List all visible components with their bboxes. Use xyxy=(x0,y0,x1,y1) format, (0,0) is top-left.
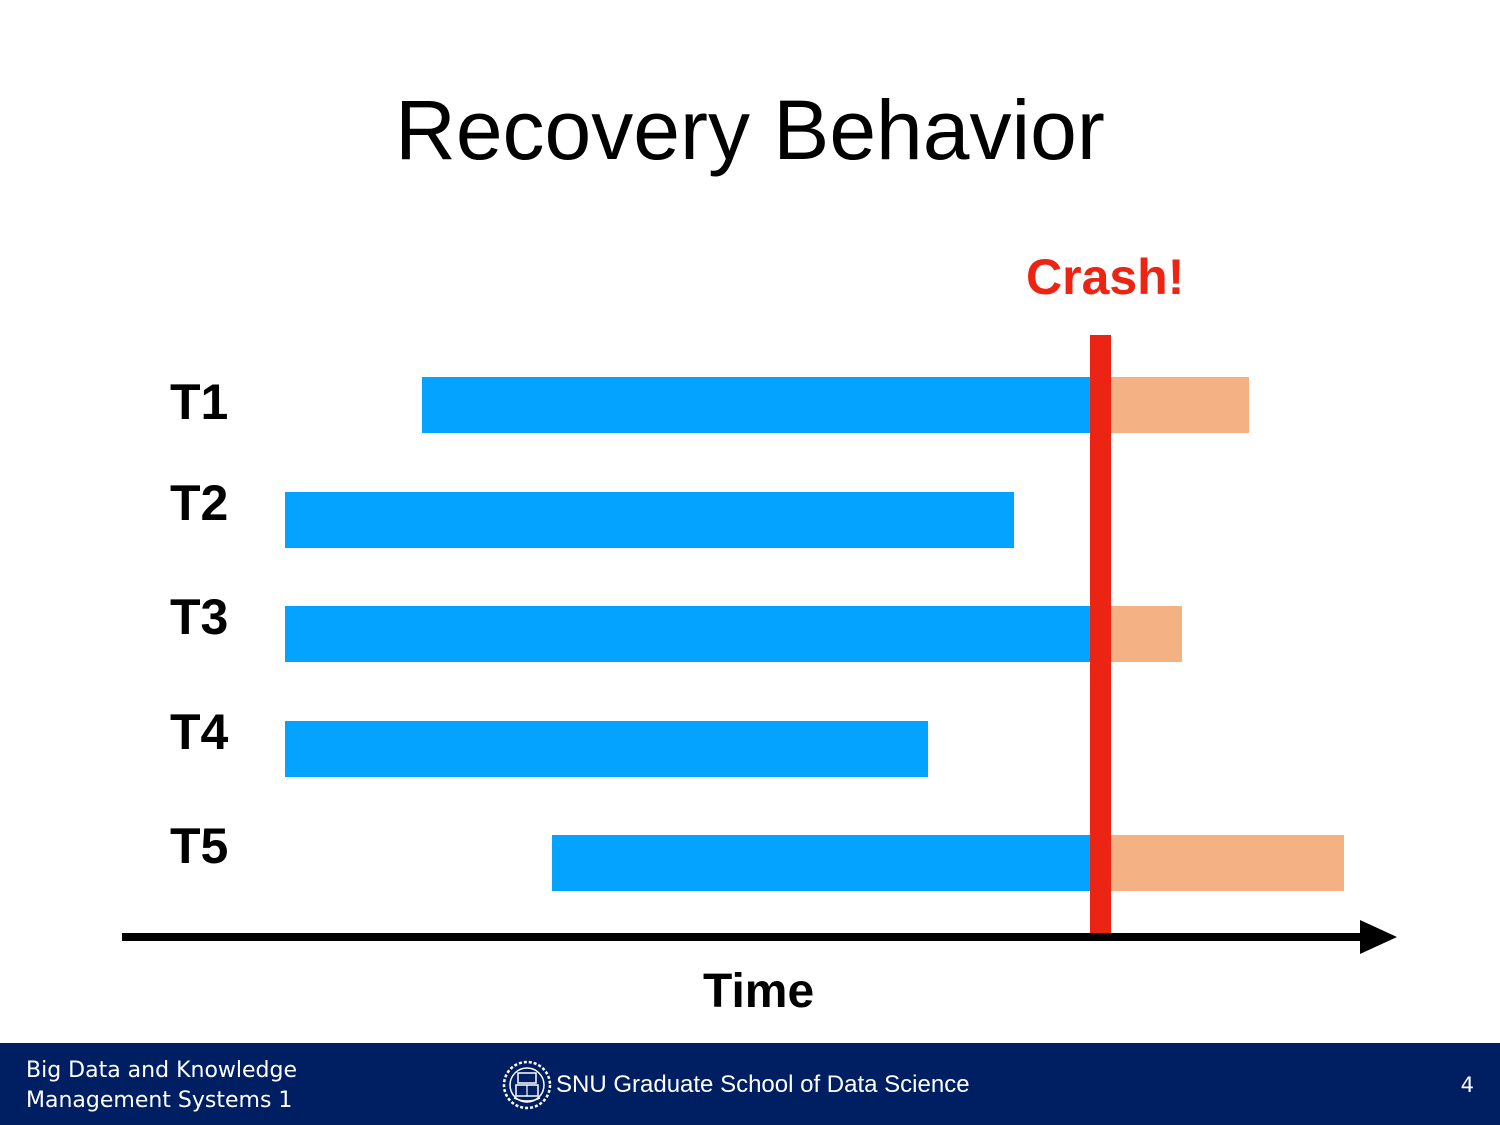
course-name: Big Data and Knowledge Management System… xyxy=(26,1056,297,1116)
crash-line xyxy=(1090,335,1111,933)
transaction-bar-before-crash xyxy=(285,720,928,777)
time-axis-line xyxy=(122,933,1367,941)
transaction-label: T5 xyxy=(170,818,229,874)
time-axis-arrow-icon xyxy=(1360,920,1397,954)
slide-footer: Big Data and Knowledge Management System… xyxy=(0,1043,1500,1125)
transaction-label: T2 xyxy=(170,474,229,531)
transaction-label: T3 xyxy=(170,589,229,645)
school-branding: SNU Graduate School of Data Science xyxy=(502,1059,970,1111)
university-seal-icon xyxy=(502,1060,552,1110)
course-name-line1: Big Data and Knowledge xyxy=(26,1058,298,1083)
transaction-bar-before-crash xyxy=(285,606,1090,662)
transaction-bar-after-crash xyxy=(1090,377,1249,433)
transaction-label: T4 xyxy=(170,703,229,760)
crash-label: Crash! xyxy=(1026,249,1185,305)
transaction-label: T1 xyxy=(170,374,229,430)
transaction-bar-after-crash xyxy=(1090,835,1344,891)
transaction-bar-before-crash xyxy=(552,835,1090,891)
page-number: 4 xyxy=(1460,1073,1474,1097)
slide-title: Recovery Behavior xyxy=(395,83,1105,177)
time-axis-label: Time xyxy=(703,965,815,1018)
school-name: SNU Graduate School of Data Science xyxy=(556,1071,970,1098)
course-name-line2: Management Systems 1 xyxy=(26,1088,293,1113)
transaction-bar-before-crash xyxy=(422,377,1090,433)
transaction-bar-before-crash xyxy=(285,491,1014,548)
